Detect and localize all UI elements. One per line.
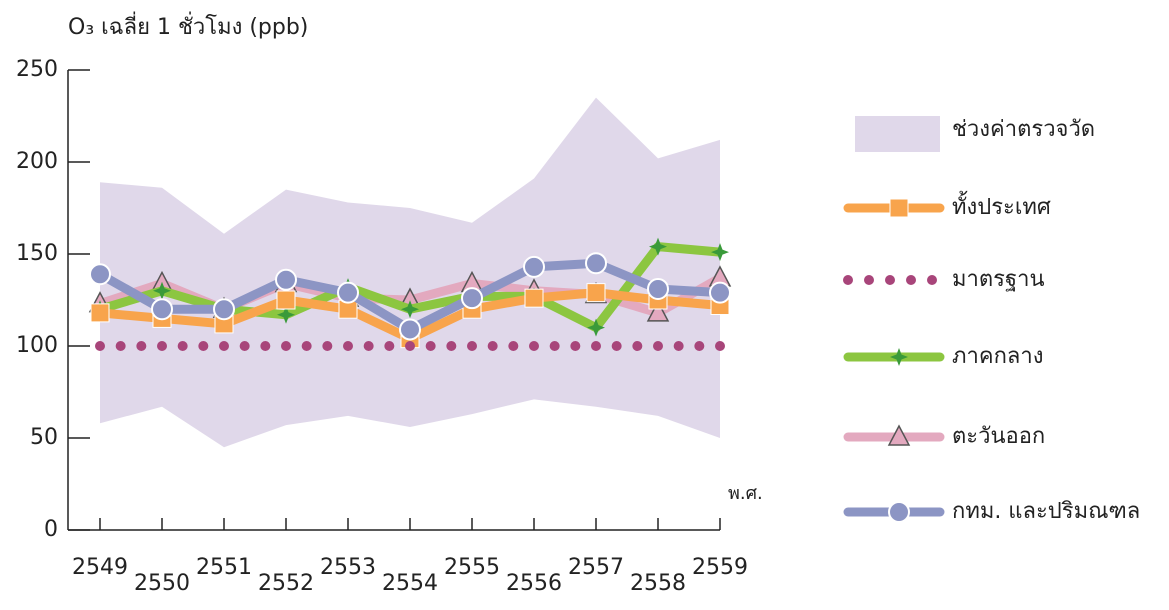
dot [425,341,436,351]
y-tick-label: 100 [16,333,58,358]
x-tick-label: 2554 [382,571,438,596]
dot [343,341,353,351]
y-tick-label: 50 [30,425,58,450]
point [711,243,729,262]
dot [157,341,167,351]
point [89,263,111,286]
chart-title: O₃ เฉลี่ย 1 ชั่วโมง (ppb) [68,11,308,40]
legend-label: มาตรฐาน [952,267,1045,292]
point [213,298,235,321]
y-tick-label: 250 [16,57,58,82]
range-band [100,97,720,448]
x-axis-label: พ.ศ. [728,483,763,504]
legend-label: ภาคกลาง [952,344,1043,369]
dot [529,341,539,351]
point [153,281,171,300]
x-tick-label: 2558 [630,571,686,596]
legend-label: ช่วงค่าตรวจวัด [952,117,1095,142]
x-tick-label: 2556 [506,571,562,596]
dot [115,341,126,351]
dot [281,341,291,351]
x-tick-label: 2550 [134,571,190,596]
dot [363,341,374,351]
dot [322,341,333,351]
dot [301,341,312,351]
x-tick-label: 2549 [72,555,128,580]
dot [673,341,684,351]
dot [570,341,581,351]
dot [177,341,188,351]
x-tick-label: 2555 [444,555,500,580]
x-tick-label: 2557 [568,555,624,580]
y-tick-label: 0 [44,517,58,542]
legend-label: ตะวันออก [952,424,1045,449]
point [709,281,731,304]
point [646,300,670,322]
point [90,303,110,323]
legend-dot [885,275,895,285]
point [275,268,297,291]
x-tick-label: 2552 [258,571,314,596]
legend-dot [906,275,916,285]
point [277,305,295,324]
point [587,318,605,337]
dot [591,341,601,351]
y-tick-label: 200 [16,149,58,174]
dot [95,341,105,351]
legend-marker [890,348,908,366]
dot [694,341,705,351]
legend-dot [927,275,937,285]
point [647,277,669,300]
point [586,283,606,303]
legend-label: ทั้งประเทศ [952,191,1051,220]
dot [239,341,250,351]
point [524,288,544,308]
dot [467,341,477,351]
dot [632,341,643,351]
x-tick-label: 2559 [692,555,748,580]
point [399,318,421,341]
dot [487,341,498,351]
dot [549,341,560,351]
point [401,300,419,319]
dot [653,341,663,351]
legend-marker [889,198,909,218]
y-tick-label: 150 [16,241,58,266]
dot [136,341,147,351]
dot [260,341,271,351]
legend-swatch [855,116,940,152]
point [523,255,545,278]
point [461,287,483,310]
dot [405,341,415,351]
dot [715,341,725,351]
dot [446,341,457,351]
dot [508,341,519,351]
dot [219,341,229,351]
dot [384,341,395,351]
point [585,252,607,275]
point [151,298,173,321]
point [649,237,667,256]
point [337,281,359,304]
dot [611,341,622,351]
legend-marker [888,501,910,523]
legend-label: กทม. และปริมณฑล [952,499,1140,524]
point [276,290,296,310]
legend-dot [843,275,853,285]
legend-dot [864,275,874,285]
x-tick-label: 2551 [196,555,252,580]
x-tick-label: 2553 [320,555,376,580]
legend-marker [887,424,911,446]
dot [198,341,209,351]
